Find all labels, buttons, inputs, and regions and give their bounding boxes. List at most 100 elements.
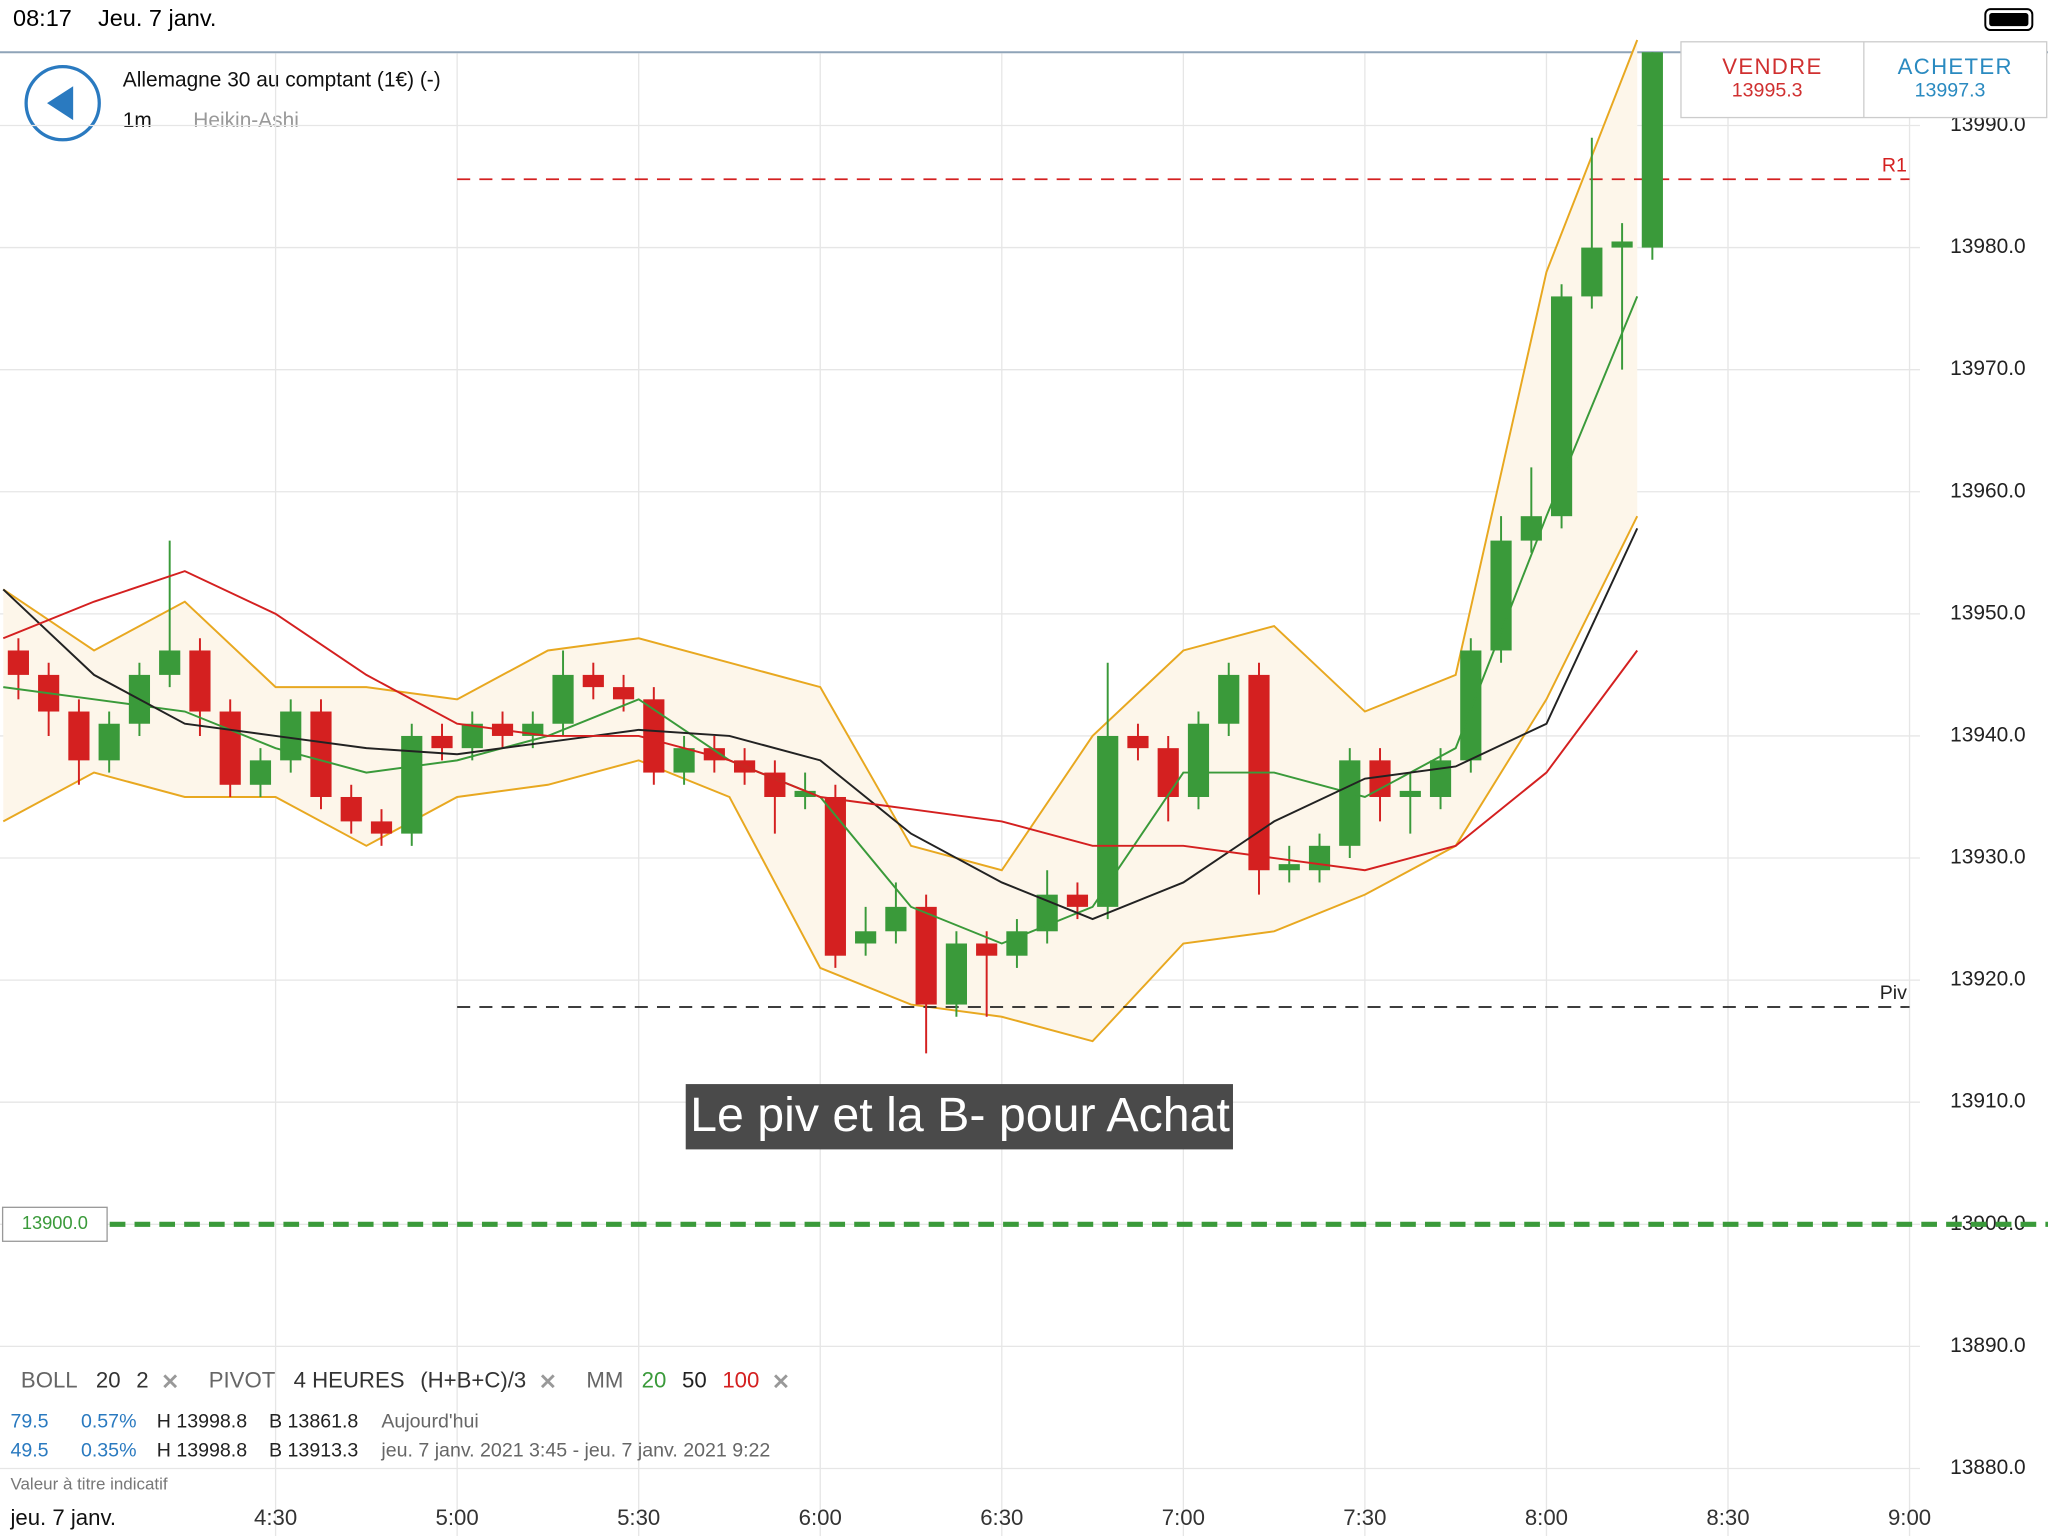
plot: 4:30 5:00 5:30 6:00 6:30 7:00 7:30 8:00 8:30 9:00… [0, 39, 2048, 1536]
candle-body [280, 711, 302, 761]
x-tick-label: 6:00 [799, 1505, 842, 1530]
candle-body [98, 723, 120, 761]
y-tick-label: 13990.0 [1950, 113, 2025, 136]
candle-body [68, 711, 90, 761]
candle-body [1066, 894, 1089, 907]
y-tick-label: 13900.0 [1950, 1212, 2025, 1235]
level-label: Piv [1880, 982, 1907, 1004]
annotation-box [685, 1084, 1233, 1150]
y-tick-label: 13950.0 [1950, 601, 2025, 624]
y-tick-label: 13970.0 [1950, 357, 2025, 380]
back-arrow[interactable] [47, 86, 74, 121]
x-tick-label: 4:30 [254, 1505, 297, 1530]
battery-level [1989, 13, 2029, 27]
moving-average [2, 570, 1639, 872]
candle-body [1127, 735, 1149, 749]
candle-body [945, 943, 967, 1005]
buy-price[interactable]: 13997.3 [1915, 80, 1986, 102]
candle-body [552, 674, 574, 724]
level-label: 13900.0 [22, 1212, 88, 1233]
remove-icon[interactable] [540, 1374, 555, 1389]
candle-body [1460, 650, 1482, 761]
candle-body [582, 674, 604, 688]
x-tick-label: 5:30 [617, 1505, 660, 1530]
band-upper [2, 39, 1639, 872]
y-tick-label: 13880.0 [1950, 1456, 2025, 1479]
candle-body [401, 735, 423, 834]
candle-body [159, 650, 181, 675]
indicator-name[interactable]: MM [586, 1368, 623, 1393]
candle-body [612, 687, 635, 700]
interval[interactable]: 1m [123, 109, 152, 132]
candle-body [7, 650, 29, 675]
annotation: Le piv et la B- pour Achat [690, 1088, 1230, 1142]
candle-body [1339, 760, 1361, 846]
candle-body [249, 760, 272, 785]
candle-body [219, 711, 241, 785]
status-date: Jeu. 7 janv. [98, 5, 216, 31]
status-time: 08:17 [13, 5, 72, 31]
candle-body [1490, 540, 1512, 651]
indicator-legend: BOLL 20 2 PIVOT 4 HEURES (H+B+C)/3 MM 20 50 100 79… [10, 1368, 788, 1461]
chart-style[interactable]: Heikin-Ashi [193, 109, 299, 132]
indicator-param[interactable]: 100 [722, 1368, 759, 1393]
price-buttons: VENDRE 13995.3 ACHETER 13997.3 [1680, 41, 2048, 119]
indicator-param[interactable]: 50 [682, 1368, 707, 1393]
band-lower [2, 515, 1639, 1043]
y-tick-label: 13960.0 [1950, 479, 2025, 502]
candle-body [673, 748, 695, 773]
candle-body [310, 711, 332, 797]
candle-body [976, 943, 998, 956]
back-button[interactable] [24, 64, 101, 142]
candle-body [1520, 516, 1542, 541]
x-tick-label: 5:00 [436, 1505, 479, 1530]
moving-average [2, 527, 1639, 921]
x-tick-label: 7:30 [1343, 1505, 1386, 1530]
y-tick-label: 13910.0 [1950, 1090, 2025, 1113]
candle-body [1308, 845, 1331, 871]
info-cell: H 13998.8 [157, 1411, 247, 1433]
candle-body [1641, 52, 1663, 248]
y-tick-label: 13980.0 [1950, 235, 2025, 258]
date-label: jeu. 7 janv. [9, 1505, 116, 1530]
level-label-box [1, 1206, 108, 1242]
candle-body [885, 906, 907, 932]
y-tick-label: 13920.0 [1950, 968, 2025, 991]
x-tick-label: 7:00 [1162, 1505, 1205, 1530]
indicator-param[interactable]: 4 HEURES [294, 1368, 405, 1393]
indicator-name[interactable]: BOLL [21, 1368, 78, 1393]
candle-body [824, 796, 846, 956]
candle-body [431, 735, 453, 749]
x-tick-label: 8:00 [1525, 1505, 1568, 1530]
remove-icon[interactable] [774, 1374, 788, 1389]
indicator-param[interactable]: 20 [96, 1368, 121, 1393]
candle-body [855, 931, 877, 944]
indicator-name[interactable]: PIVOT [209, 1368, 276, 1393]
candle-body [1611, 241, 1633, 248]
info-cell: jeu. 7 janv. 2021 3:45 - jeu. 7 janv. 20… [380, 1439, 770, 1461]
sell-price[interactable]: 13995.3 [1732, 80, 1803, 102]
remove-icon[interactable] [163, 1374, 178, 1389]
indicator-param[interactable]: (H+B+C)/3 [420, 1368, 526, 1393]
disclaimer: Valeur à titre indicatif [10, 1475, 167, 1494]
instrument-title: Allemagne 30 au comptant (1€) (-) [123, 68, 441, 91]
y-tick-label: 13940.0 [1950, 723, 2025, 746]
indicator-param[interactable]: 2 [136, 1368, 148, 1393]
info-cell: 79.5 [10, 1411, 48, 1433]
info-cell: H 13998.8 [157, 1439, 247, 1461]
info-cell: 49.5 [10, 1439, 48, 1461]
candle-body [1097, 735, 1119, 907]
candle-body [794, 790, 816, 797]
sell-label[interactable]: VENDRE [1722, 54, 1822, 79]
indicator-param[interactable]: 20 [642, 1368, 667, 1393]
buy-label[interactable]: ACHETER [1898, 54, 2013, 79]
candle-body [1006, 931, 1028, 956]
info-cell: 0.35% [81, 1439, 137, 1461]
candle-body [189, 650, 211, 712]
candle-body [461, 723, 483, 749]
x-tick-label: 6:30 [980, 1505, 1023, 1530]
candle-body [1157, 748, 1179, 797]
info-cell: B 13913.3 [269, 1439, 358, 1461]
candle-body [1429, 760, 1452, 797]
